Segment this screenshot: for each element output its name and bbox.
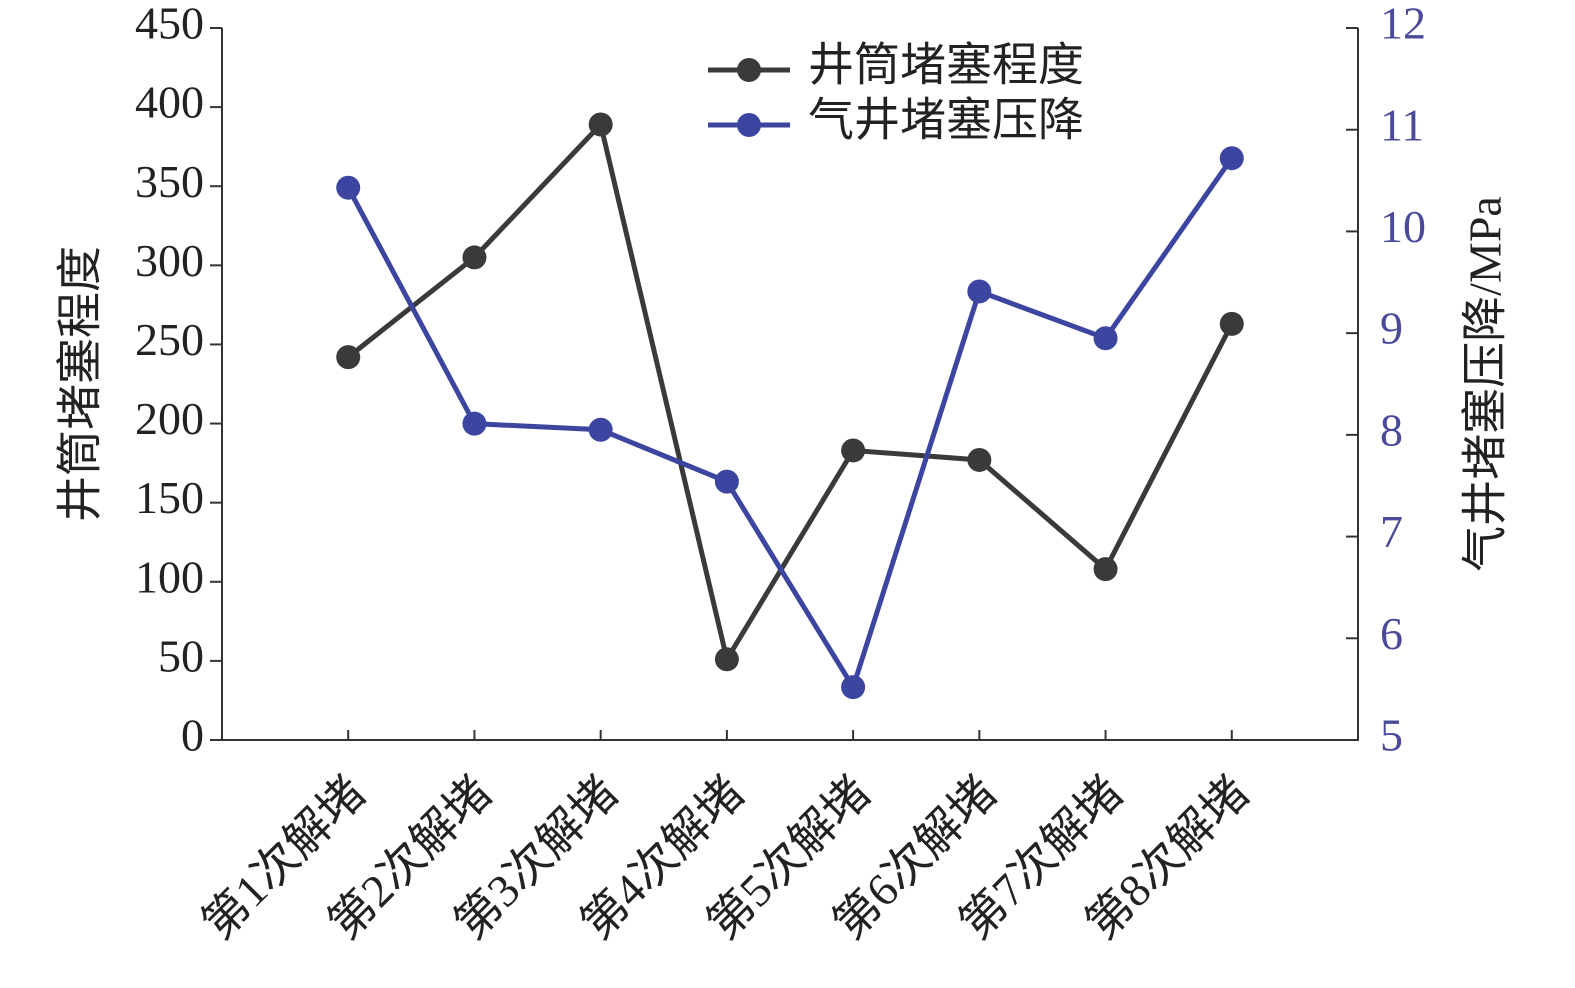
y2-tick-label: 5	[1380, 710, 1403, 761]
y-tick-label: 400	[135, 77, 204, 128]
point	[967, 447, 992, 472]
y-tick-label: 50	[158, 630, 204, 681]
point	[1219, 146, 1244, 171]
point	[714, 469, 739, 494]
point	[1093, 326, 1118, 351]
series-line	[346, 156, 1234, 694]
point	[588, 112, 613, 137]
point	[841, 675, 866, 700]
y2-tick-label: 12	[1380, 0, 1426, 49]
y-tick-label: 350	[135, 156, 204, 207]
y-tick-label: 200	[135, 393, 204, 444]
y2-tick-label: 11	[1380, 99, 1424, 150]
point	[588, 417, 613, 442]
legend-marker	[737, 113, 761, 137]
point	[841, 438, 866, 463]
point	[714, 647, 739, 672]
y-tick-label: 0	[181, 710, 204, 761]
point	[967, 279, 992, 304]
legend-label: 井筒堵塞程度	[808, 40, 1084, 91]
point	[462, 245, 487, 270]
y-tick-label: 250	[135, 314, 204, 365]
y-tick-label: 150	[135, 472, 204, 523]
y2-axis-title: 气井堵塞压降/MPa	[1460, 196, 1511, 572]
point	[336, 345, 361, 370]
y-axis-title: 井筒堵塞程度	[55, 246, 106, 522]
legend-marker	[737, 58, 761, 82]
y2-tick-label: 8	[1380, 404, 1403, 455]
axes	[221, 28, 1359, 741]
series-line	[346, 119, 1235, 666]
y2-tick-label: 9	[1380, 303, 1403, 354]
y2-tick-label: 7	[1380, 506, 1403, 557]
y-tick-label: 100	[135, 551, 204, 602]
y-tick-label: 450	[135, 0, 204, 49]
point	[462, 411, 487, 436]
y2-tick-label: 10	[1380, 201, 1426, 252]
point	[1219, 311, 1244, 336]
y-tick-label: 300	[135, 235, 204, 286]
point	[336, 175, 361, 200]
legend-label: 气井堵塞压降	[808, 95, 1084, 146]
y2-tick-label: 6	[1380, 608, 1403, 659]
point	[1093, 557, 1118, 582]
